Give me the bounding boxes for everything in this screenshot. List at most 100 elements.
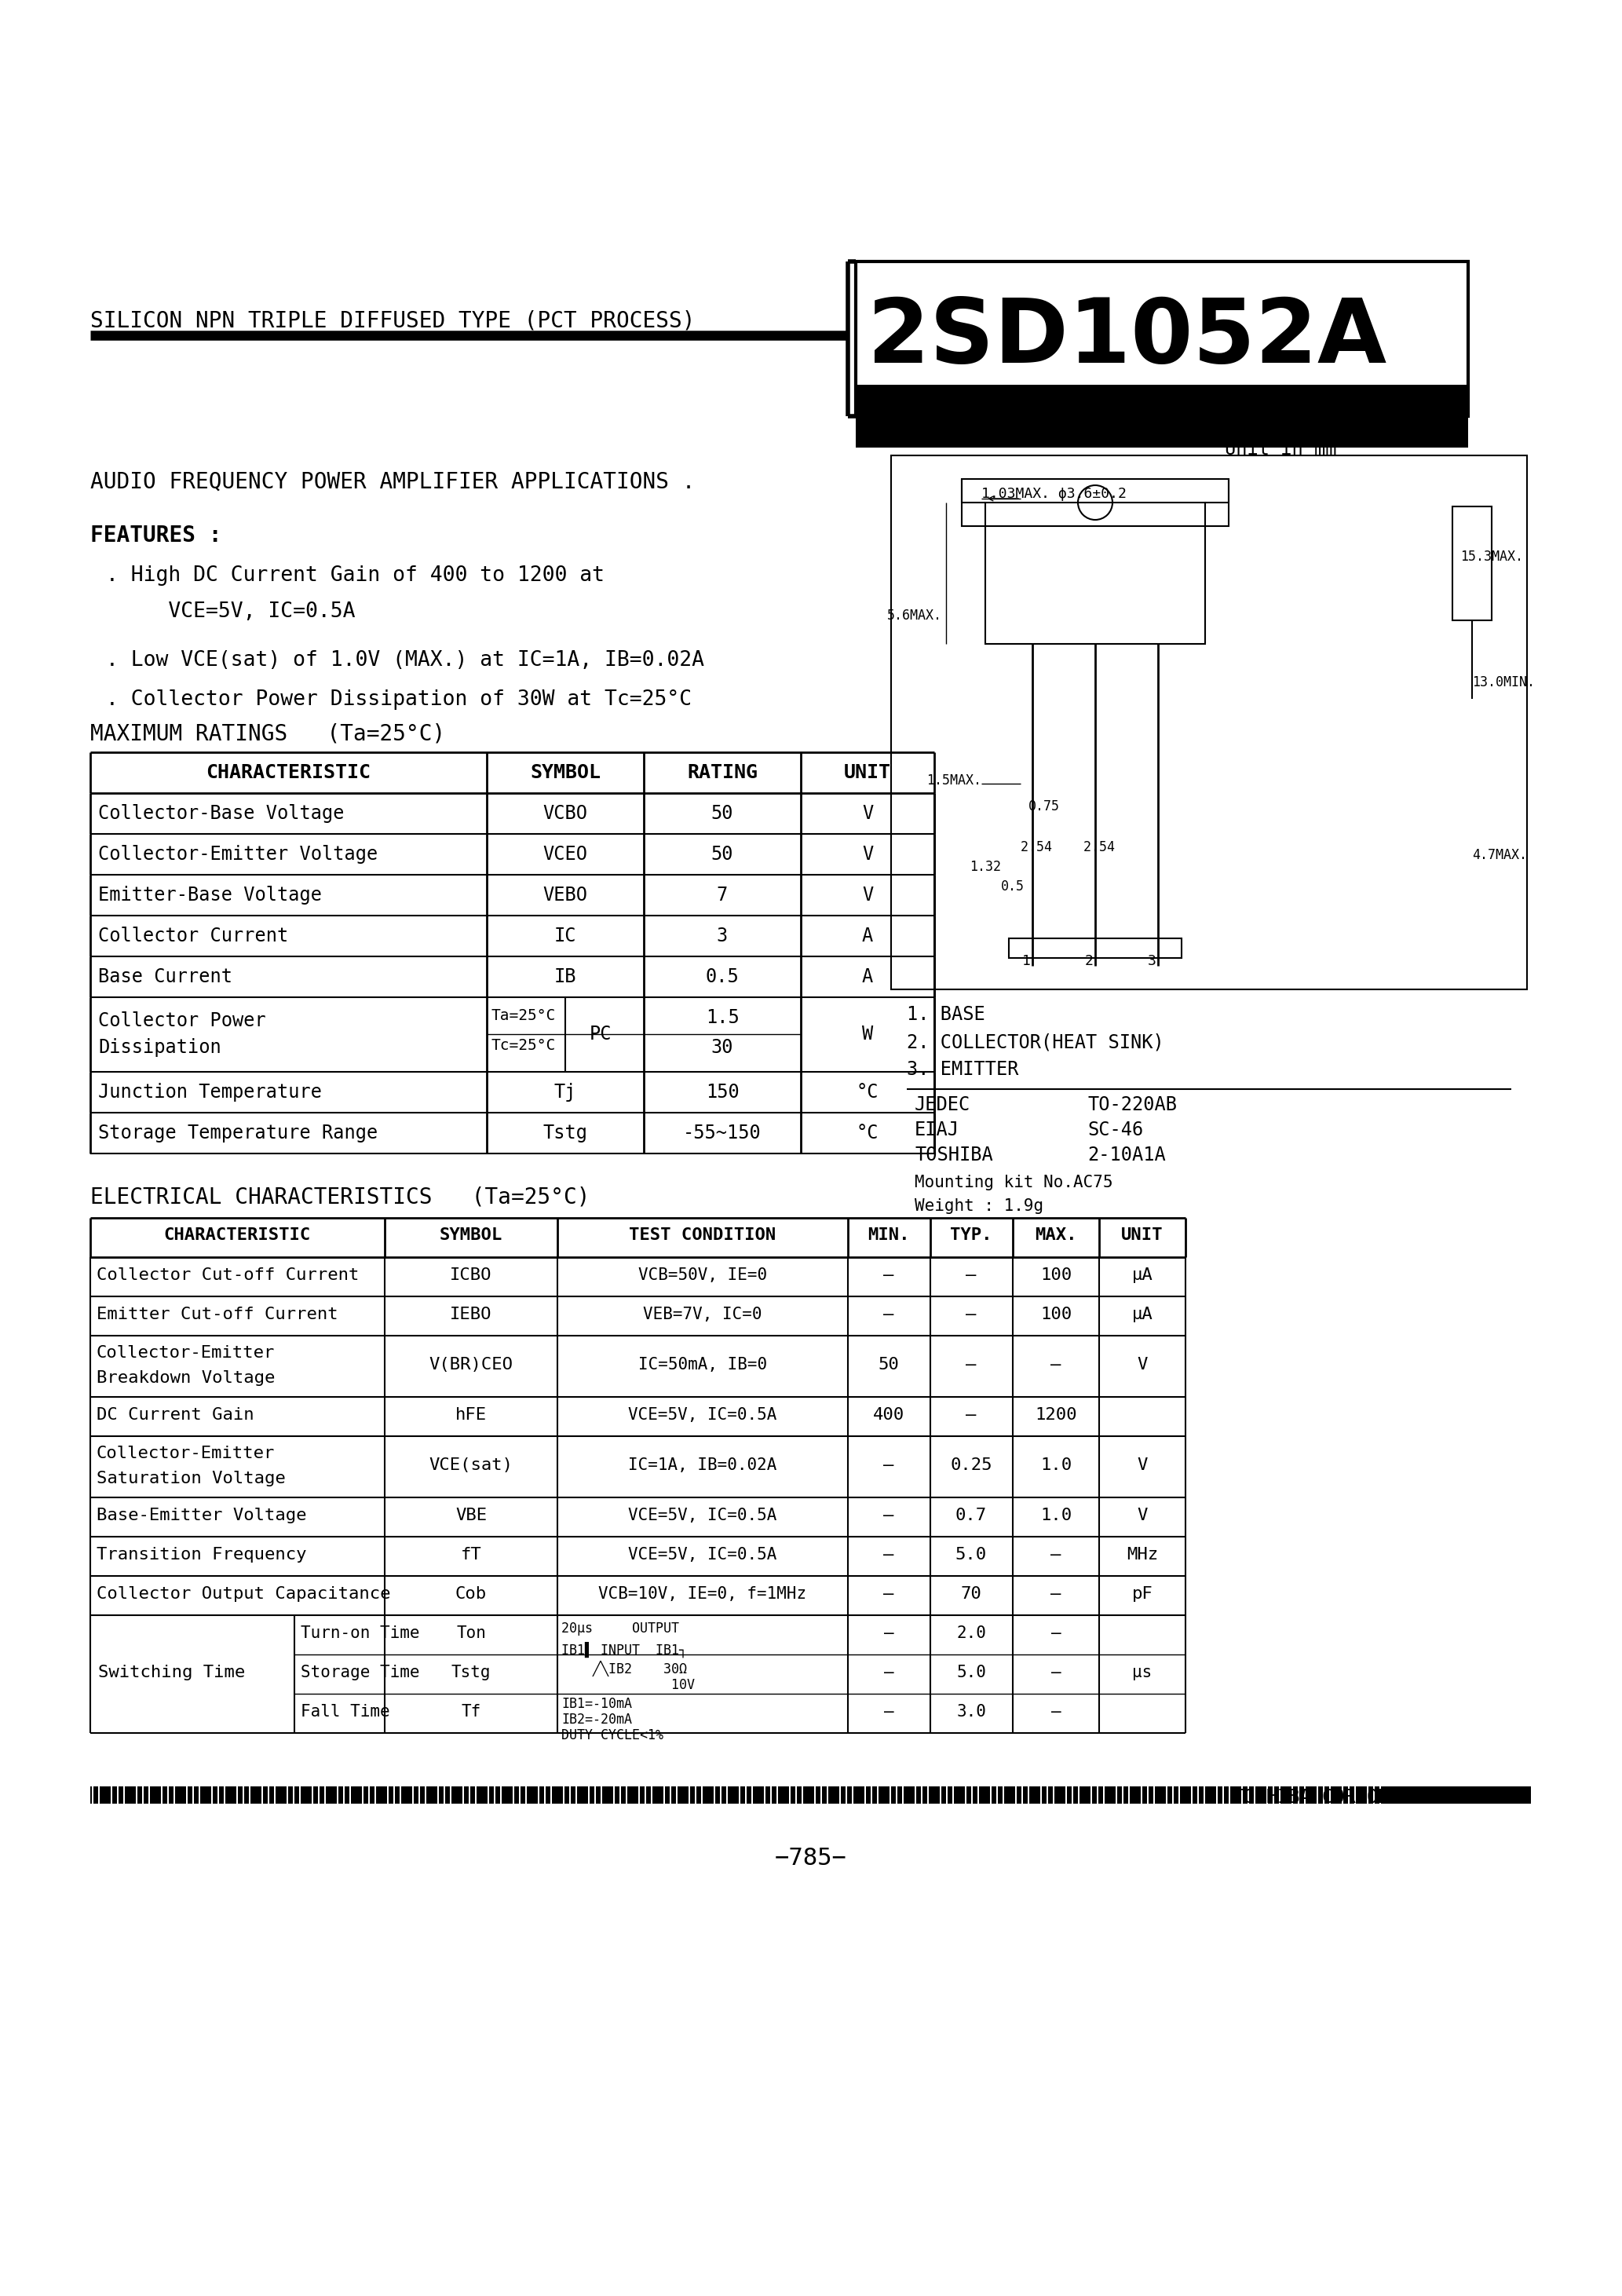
Text: pF: pF: [1132, 1587, 1153, 1603]
Text: VCB=50V, IE=0: VCB=50V, IE=0: [637, 1267, 767, 1283]
Text: 1.5: 1.5: [706, 1008, 740, 1026]
Text: Collector Current: Collector Current: [99, 928, 289, 946]
Text: TOSHIBA CORPORATION: TOSHIBA CORPORATION: [1233, 1789, 1445, 1807]
Text: 2: 2: [1085, 955, 1093, 969]
Bar: [856, 262, 1468, 416]
Text: SYMBOL: SYMBOL: [530, 762, 600, 783]
Text: Unit in mm: Unit in mm: [1225, 441, 1337, 459]
Bar: [962, 480, 1229, 526]
Text: IB: IB: [555, 967, 576, 987]
Text: Collector Cut-off Current: Collector Cut-off Current: [97, 1267, 358, 1283]
Text: 1.5MAX.: 1.5MAX.: [926, 774, 981, 788]
Text: Collector-Emitter Voltage: Collector-Emitter Voltage: [99, 845, 378, 863]
Bar: [856, 262, 1468, 416]
Bar: [1009, 939, 1181, 957]
Text: –: –: [884, 1548, 894, 1564]
Text: VCE=5V, IC=0.5A: VCE=5V, IC=0.5A: [628, 1548, 777, 1564]
Text: Ta=25°C: Ta=25°C: [491, 1008, 555, 1024]
Text: 15.3MAX.: 15.3MAX.: [1460, 549, 1523, 565]
Text: –: –: [967, 1306, 976, 1322]
Text: IB2=-20mA: IB2=-20mA: [561, 1713, 633, 1727]
Text: VCE=5V, IC=0.5A: VCE=5V, IC=0.5A: [105, 602, 355, 622]
Text: Mounting kit No.AC75: Mounting kit No.AC75: [915, 1176, 1113, 1189]
Text: MAX.: MAX.: [1035, 1228, 1077, 1242]
Text: Collector-Base Voltage: Collector-Base Voltage: [99, 804, 344, 822]
Text: Breakdown Voltage: Breakdown Voltage: [97, 1371, 276, 1387]
Text: −785−: −785−: [775, 1846, 847, 1869]
Text: 7: 7: [717, 886, 728, 905]
Text: –: –: [1051, 1665, 1061, 1681]
Text: FEATURES :: FEATURES :: [91, 523, 222, 546]
Text: JEDEC: JEDEC: [915, 1095, 970, 1114]
Text: V: V: [1137, 1508, 1147, 1522]
Text: 2. COLLECTOR(HEAT SINK): 2. COLLECTOR(HEAT SINK): [907, 1033, 1165, 1052]
Text: Collector-Emitter: Collector-Emitter: [97, 1345, 276, 1362]
Text: –: –: [967, 1267, 976, 1283]
Text: Base-Emitter Voltage: Base-Emitter Voltage: [97, 1508, 307, 1522]
Text: Tstg: Tstg: [451, 1665, 491, 1681]
Text: V: V: [1137, 1458, 1147, 1474]
Text: 5.0: 5.0: [957, 1665, 986, 1681]
Text: VEB=7V, IC=0: VEB=7V, IC=0: [644, 1306, 762, 1322]
Text: °C: °C: [856, 1084, 879, 1102]
Text: 0.7: 0.7: [955, 1508, 986, 1522]
Text: –: –: [884, 1458, 894, 1474]
Text: 3. EMITTER: 3. EMITTER: [907, 1061, 1019, 1079]
Text: IB1=-10mA: IB1=-10mA: [561, 1697, 633, 1711]
Text: -55~150: -55~150: [683, 1123, 761, 1143]
Text: MAXIMUM RATINGS   (Ta=25°C): MAXIMUM RATINGS (Ta=25°C): [91, 723, 446, 744]
Text: . Collector Power Dissipation of 30W at Tc=25°C: . Collector Power Dissipation of 30W at …: [105, 689, 691, 709]
Text: TOSHIBA: TOSHIBA: [915, 1146, 993, 1164]
Text: IEBO: IEBO: [449, 1306, 491, 1322]
Text: VCE(sat): VCE(sat): [430, 1458, 513, 1474]
Text: DC Current Gain: DC Current Gain: [97, 1407, 255, 1424]
Text: A: A: [861, 928, 873, 946]
Text: 400: 400: [873, 1407, 905, 1424]
Text: 1.0: 1.0: [1040, 1458, 1072, 1474]
Text: ICBO: ICBO: [449, 1267, 491, 1283]
Text: AUDIO FREQUENCY POWER AMPLIFIER APPLICATIONS .: AUDIO FREQUENCY POWER AMPLIFIER APPLICAT…: [91, 471, 696, 494]
Text: SYMBOL: SYMBOL: [440, 1228, 503, 1242]
Bar: [856, 386, 1468, 448]
Text: –: –: [884, 1587, 894, 1603]
Text: 50: 50: [710, 804, 733, 822]
Text: 3: 3: [717, 928, 728, 946]
Text: hFE: hFE: [456, 1407, 487, 1424]
Text: V: V: [861, 845, 873, 863]
Text: 100: 100: [1040, 1306, 1072, 1322]
Text: MHz: MHz: [1127, 1548, 1158, 1564]
Text: Storage Time: Storage Time: [300, 1665, 420, 1681]
Text: ╱╲IB2    30Ω: ╱╲IB2 30Ω: [561, 1660, 688, 1676]
Text: 1.32: 1.32: [970, 859, 1001, 875]
Text: Ton: Ton: [456, 1626, 487, 1642]
Text: 0.5: 0.5: [706, 967, 740, 987]
Text: –: –: [884, 1267, 894, 1283]
Text: TEST CONDITION: TEST CONDITION: [629, 1228, 777, 1242]
Text: –: –: [967, 1407, 976, 1424]
Text: SILICON NPN TRIPLE DIFFUSED TYPE (PCT PROCESS): SILICON NPN TRIPLE DIFFUSED TYPE (PCT PR…: [91, 310, 696, 333]
Text: Collector-Emitter: Collector-Emitter: [97, 1446, 276, 1460]
Text: –: –: [884, 1508, 894, 1522]
Text: –: –: [967, 1357, 976, 1373]
Text: Saturation Voltage: Saturation Voltage: [97, 1472, 285, 1486]
Text: Cob: Cob: [456, 1587, 487, 1603]
Text: Junction Temperature: Junction Temperature: [99, 1084, 321, 1102]
Text: Tstg: Tstg: [543, 1123, 587, 1143]
Text: IC: IC: [555, 928, 576, 946]
Text: VCB=10V, IE=0, f=1MHz: VCB=10V, IE=0, f=1MHz: [599, 1587, 806, 1603]
Text: Base Current: Base Current: [99, 967, 232, 987]
Text: IC=1A, IB=0.02A: IC=1A, IB=0.02A: [628, 1458, 777, 1474]
Text: V: V: [861, 886, 873, 905]
Text: 50: 50: [710, 845, 733, 863]
Text: . High DC Current Gain of 400 to 1200 at: . High DC Current Gain of 400 to 1200 at: [105, 565, 605, 585]
Text: VCEO: VCEO: [543, 845, 587, 863]
Text: 2.54    2.54: 2.54 2.54: [1020, 840, 1114, 854]
Text: 3.0: 3.0: [957, 1704, 986, 1720]
Text: –: –: [1051, 1587, 1061, 1603]
Text: 0.75: 0.75: [1028, 799, 1059, 813]
Text: –: –: [884, 1306, 894, 1322]
Text: PC: PC: [589, 1024, 611, 1045]
Bar: [91, 1786, 1531, 1805]
Text: VCE=5V, IC=0.5A: VCE=5V, IC=0.5A: [628, 1508, 777, 1522]
Text: Transition Frequency: Transition Frequency: [97, 1548, 307, 1564]
